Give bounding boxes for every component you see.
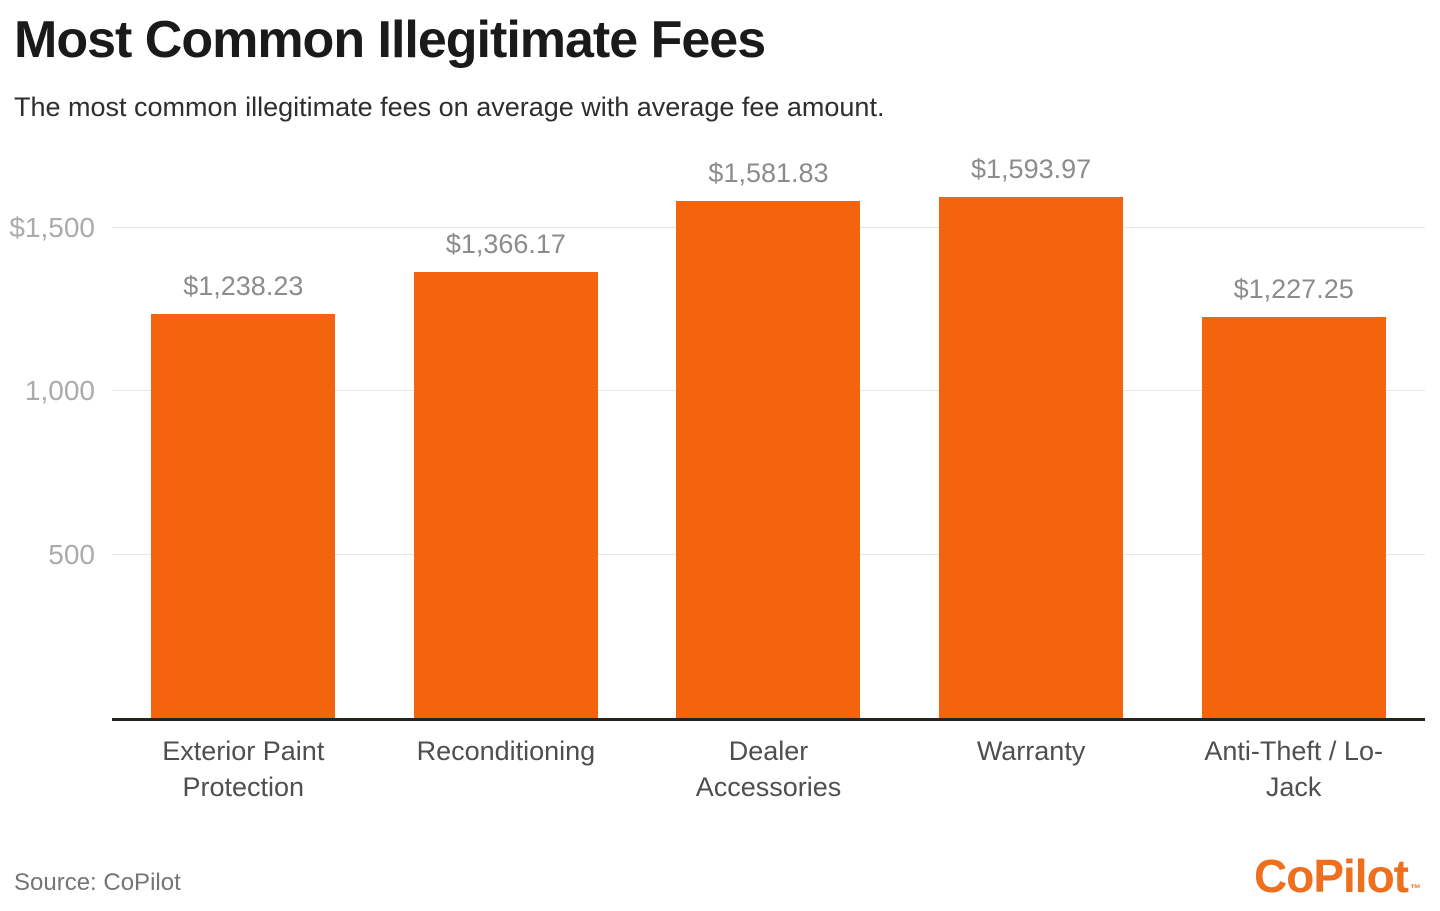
bar-slot-reconditioning: $1,366.17 — [375, 150, 638, 718]
bar-slot-dealer-accessories: $1,581.83 — [637, 150, 900, 718]
category-cell-dealer-accessories: Dealer Accessories — [637, 733, 900, 806]
bars-layer: $1,238.23 $1,366.17 $1,581.83 $1,593.97 $1,2… — [112, 150, 1425, 718]
bar-reconditioning — [413, 271, 598, 718]
trademark-symbol: ™ — [1410, 883, 1421, 895]
source-text: Source: CoPilot — [14, 869, 181, 896]
y-tick-label-500: 500 — [48, 538, 95, 570]
copilot-logo: CoPilot ™ — [1254, 849, 1421, 903]
bar-exterior-paint-protection — [151, 313, 336, 718]
bar-dealer-accessories — [676, 201, 861, 718]
y-tick-label-1000: 1,000 — [24, 375, 95, 407]
chart-title: Most Common Illegitimate Fees — [14, 11, 766, 69]
bar-value-label-dealer-accessories: $1,581.83 — [708, 158, 829, 189]
y-tick-label-1500: $1,500 — [9, 212, 95, 244]
category-cell-anti-theft-lo-jack: Anti-Theft / Lo-Jack — [1162, 733, 1425, 806]
bar-anti-theft-lo-jack — [1201, 317, 1386, 718]
bar-value-label-reconditioning: $1,366.17 — [445, 228, 566, 259]
category-label-reconditioning: Reconditioning — [416, 736, 596, 766]
category-cell-reconditioning: Reconditioning — [375, 733, 638, 806]
category-label-dealer-accessories: Dealer Accessories — [695, 736, 842, 803]
chart-subtitle: The most common illegitimate fees on ave… — [14, 92, 885, 122]
category-label-anti-theft-lo-jack: Anti-Theft / Lo-Jack — [1204, 736, 1383, 803]
bar-slot-anti-theft-lo-jack: $1,227.25 — [1162, 150, 1425, 718]
category-label-exterior-paint-protection: Exterior Paint Protection — [162, 736, 325, 803]
bar-slot-warranty: $1,593.97 — [900, 150, 1163, 718]
bar-value-label-exterior-paint-protection: $1,238.23 — [183, 270, 304, 301]
bar-slot-exterior-paint-protection: $1,238.23 — [112, 150, 375, 718]
plot-area: $1,500 1,000 500 $1,238.23 $1,366.17 $1,581.… — [9, 150, 1425, 721]
copilot-logo-text: CoPilot — [1254, 850, 1409, 902]
category-cell-warranty: Warranty — [900, 733, 1163, 806]
bar-value-label-warranty: $1,593.97 — [971, 154, 1092, 185]
x-axis-line — [112, 718, 1425, 721]
bar-value-label-anti-theft-lo-jack: $1,227.25 — [1233, 274, 1354, 305]
bar-warranty — [939, 197, 1124, 718]
x-axis-category-labels: Exterior Paint Protection Reconditioning D… — [112, 733, 1425, 806]
category-label-warranty: Warranty — [976, 736, 1086, 766]
category-cell-exterior-paint-protection: Exterior Paint Protection — [112, 733, 375, 806]
